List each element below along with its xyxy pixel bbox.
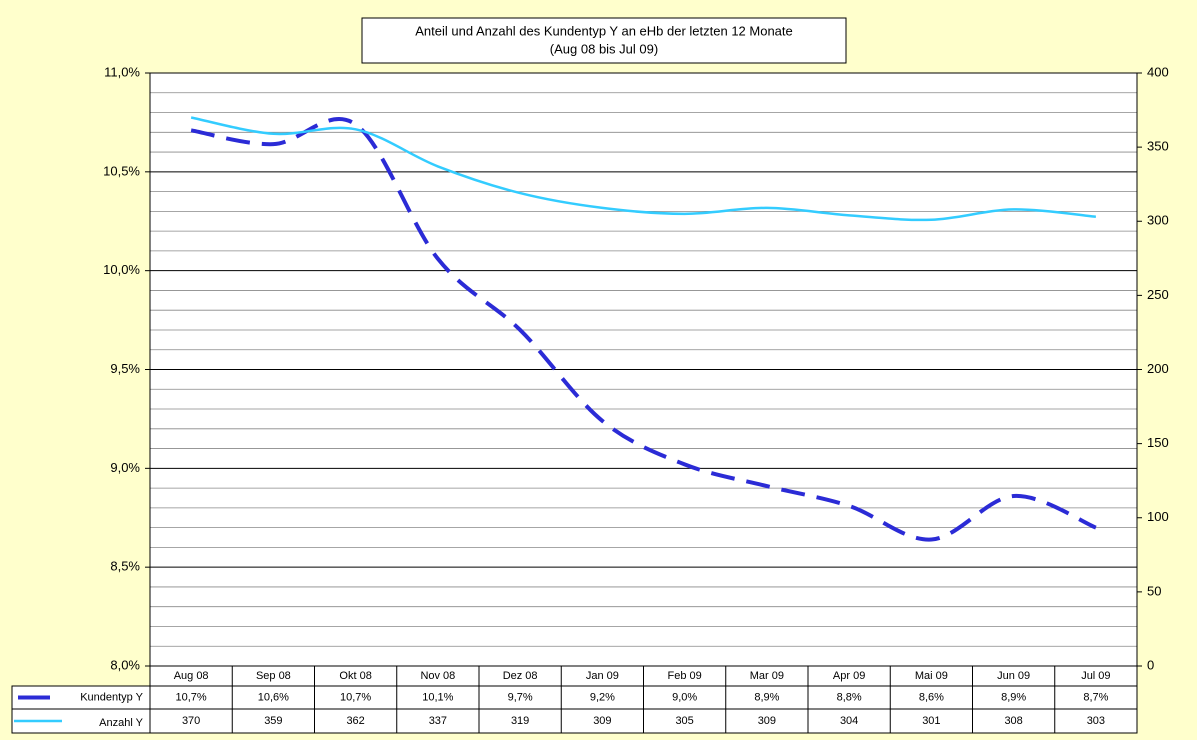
table-value: 8,6% (919, 691, 944, 703)
x-tick-label: Dez 08 (503, 670, 538, 682)
y-tick-label: 9,5% (110, 361, 140, 376)
y-tick-label: 11,0% (104, 64, 140, 79)
y-tick-label: 8,5% (110, 559, 140, 574)
table-value: 309 (758, 715, 776, 727)
x-tick-label: Nov 08 (420, 670, 455, 682)
series-line (190, 116, 1096, 222)
table-value: 10,7% (176, 691, 207, 703)
title-box (361, 17, 847, 64)
table-value: 9,2% (590, 691, 615, 703)
table-value: 9,0% (672, 691, 697, 703)
table-value: 308 (1004, 715, 1022, 727)
table-value: 301 (922, 715, 940, 727)
x-tick-label: Feb 09 (668, 670, 702, 682)
chart-subtitle: (Aug 08 bis Jul 09) (550, 41, 658, 56)
table-value: 370 (182, 715, 200, 727)
y2-tick-label: 50 (1147, 583, 1161, 598)
table-value: 8,9% (1001, 691, 1026, 703)
table-value: 319 (511, 715, 529, 727)
chart-title: Anteil und Anzahl des Kundentyp Y an eHb… (415, 23, 793, 38)
y2-tick-label: 100 (1147, 509, 1169, 524)
y2-tick-label: 400 (1147, 64, 1169, 79)
x-tick-label: Apr 09 (833, 670, 865, 682)
series-line (190, 117, 1097, 542)
y2-tick-label: 150 (1147, 435, 1169, 450)
y2-tick-label: 0 (1147, 657, 1154, 672)
table-value: 303 (1087, 715, 1105, 727)
table-value: 362 (346, 715, 364, 727)
table-value: 305 (675, 715, 693, 727)
table-value: 309 (593, 715, 611, 727)
y-tick-label: 9,0% (110, 460, 140, 475)
x-tick-label: Mar 09 (750, 670, 784, 682)
table-value: 10,6% (258, 691, 289, 703)
legend-label: Anzahl Y (99, 717, 143, 729)
table-value: 304 (840, 715, 858, 727)
table-value: 10,1% (422, 691, 453, 703)
y-tick-label: 8,0% (110, 657, 140, 672)
table-value: 9,7% (508, 691, 533, 703)
x-tick-label: Aug 08 (174, 670, 209, 682)
table-value: 8,9% (754, 691, 779, 703)
y2-tick-label: 250 (1147, 287, 1169, 302)
x-tick-label: Okt 08 (339, 670, 371, 682)
table-value: 8,8% (837, 691, 862, 703)
legend-label: Kundentyp Y (80, 691, 143, 703)
y2-tick-label: 350 (1147, 139, 1169, 154)
table-value: 359 (264, 715, 282, 727)
table-value: 8,7% (1083, 691, 1108, 703)
x-tick-label: Jan 09 (586, 670, 619, 682)
y2-tick-label: 300 (1147, 213, 1169, 228)
x-tick-label: Sep 08 (256, 670, 291, 682)
x-tick-label: Jul 09 (1081, 670, 1110, 682)
y-tick-label: 10,0% (103, 262, 140, 277)
x-tick-label: Jun 09 (997, 670, 1030, 682)
x-tick-label: Mai 09 (915, 670, 948, 682)
table-row (11, 708, 1138, 734)
table-value: 10,7% (340, 691, 371, 703)
table-value: 337 (429, 715, 447, 727)
y2-tick-label: 200 (1147, 361, 1169, 376)
y-tick-label: 10,5% (103, 163, 140, 178)
